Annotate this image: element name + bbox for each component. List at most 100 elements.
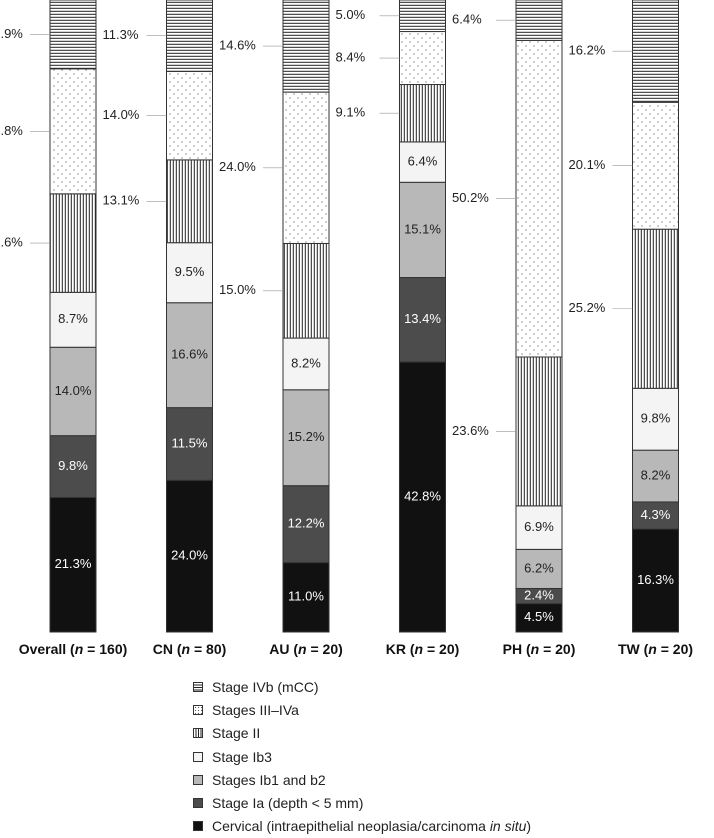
value-label-tw-ii: 25.2% xyxy=(569,300,606,315)
bar-segment-kr-ii xyxy=(399,84,446,143)
legend-swatch-ia xyxy=(193,798,203,809)
value-label-kr-iii: 8.4% xyxy=(336,49,366,64)
legend-swatch-ivb xyxy=(193,681,203,692)
value-label-overall-cis: 21.3% xyxy=(55,556,92,571)
legend-item-ib12: Stages Ib1 and b2 xyxy=(193,768,531,791)
legend-item-ia: Stage Ia (depth < 5 mm) xyxy=(193,791,531,814)
bar-segment-cn-ib12 xyxy=(166,302,213,409)
value-label-cn-ia: 11.5% xyxy=(172,435,208,450)
bar-segment-cn-ib3 xyxy=(166,242,213,304)
legend-label-ii: Stage II xyxy=(212,725,261,742)
category-label-ph: PH (n = 20) xyxy=(503,641,576,657)
bar-segment-tw-cis xyxy=(632,528,679,633)
legend-label-ib3: Stage Ib3 xyxy=(212,748,272,765)
stacked-bar-chart: 21.3% 9.8% 14.0% 8.7% 15.6% 19.8% 10.9% 24.0% 11… xyxy=(0,0,693,657)
value-label-cn-iii: 14.0% xyxy=(103,107,140,122)
value-label-tw-ib3: 9.8% xyxy=(641,411,671,426)
bar-segment-overall-cis xyxy=(49,497,97,633)
bar-segment-au-ib3 xyxy=(282,337,330,391)
value-label-tw-ib12: 8.2% xyxy=(641,467,671,482)
value-label-kr-ivb: 5.0% xyxy=(336,7,366,22)
legend-item-cis: Cervical (intraepithelial neoplasia/carc… xyxy=(193,815,531,838)
bar-segment-ph-ii xyxy=(515,356,563,507)
value-label-ph-ib12: 6.2% xyxy=(524,560,554,575)
value-label-cn-cis: 24.0% xyxy=(171,548,208,563)
bar-segment-tw-ivb xyxy=(632,0,679,103)
value-label-cn-ivb: 11.3% xyxy=(103,27,139,42)
value-label-kr-ia: 13.4% xyxy=(404,311,441,326)
legend-label-cis: Cervical (intraepithelial neoplasia/carc… xyxy=(212,818,532,835)
bar-segment-ph-ib3 xyxy=(515,505,563,550)
bar-segment-tw-iii xyxy=(632,101,679,230)
legend-label-ib12: Stages Ib1 and b2 xyxy=(212,771,326,788)
value-label-overall-ivb: 10.9% xyxy=(0,26,23,41)
legend-label-ivb: Stage IVb (mCC) xyxy=(212,678,319,695)
category-label-au: AU (n = 20) xyxy=(269,641,343,657)
legend: Stage IVb (mCC) Stages III–IVa Stage II Sta… xyxy=(193,675,531,838)
value-label-ph-ib3: 6.9% xyxy=(524,519,554,534)
value-label-kr-ii: 9.1% xyxy=(336,105,366,120)
bar-segment-kr-iii xyxy=(399,31,446,86)
legend-item-iii: Stages III–IVa xyxy=(193,698,531,721)
bar-segment-au-ivb xyxy=(282,0,330,93)
bar-segment-cn-iii xyxy=(166,70,213,161)
value-label-au-ib3: 8.2% xyxy=(291,355,321,370)
value-label-au-ivb: 14.6% xyxy=(219,37,256,52)
bar-segment-cn-ia xyxy=(166,407,213,481)
bar-segment-tw-ii xyxy=(632,228,679,389)
value-label-cn-ib3: 9.5% xyxy=(175,264,205,279)
category-label-overall: Overall (n = 160) xyxy=(19,641,128,657)
bar-segment-cn-cis xyxy=(166,479,213,633)
bar-segment-overall-ia xyxy=(49,435,97,499)
value-label-au-ib12: 15.2% xyxy=(288,429,325,444)
value-label-ph-ivb: 6.4% xyxy=(452,12,482,27)
category-label-tw: TW (n = 20) xyxy=(618,641,693,657)
legend-swatch-iii xyxy=(193,704,203,715)
legend-item-ivb: Stage IVb (mCC) xyxy=(193,675,531,698)
value-label-overall-ib3: 8.7% xyxy=(58,311,88,326)
bar-segment-kr-ivb xyxy=(399,0,446,33)
value-label-overall-ia: 9.8% xyxy=(58,458,88,473)
value-label-cn-ib12: 16.6% xyxy=(171,347,208,362)
bar-segment-cn-ii xyxy=(166,159,213,244)
bar-segment-au-cis xyxy=(282,562,330,633)
bar-segment-au-iii xyxy=(282,91,330,244)
value-label-kr-ib12: 15.1% xyxy=(404,221,441,236)
legend-label-ia: Stage Ia (depth < 5 mm) xyxy=(212,795,364,812)
value-label-ph-ia: 2.4% xyxy=(524,587,554,602)
x-axis: Overall (n = 160) CN (n = 80) AU (n = 20) K… xyxy=(19,641,693,657)
value-label-cn-ii: 13.1% xyxy=(103,193,140,208)
value-label-tw-cis: 16.3% xyxy=(637,572,674,587)
value-label-au-cis: 11.0% xyxy=(288,589,324,604)
bar-segment-overall-iii xyxy=(49,68,97,195)
value-label-au-ii: 15.0% xyxy=(219,282,256,297)
bar-segment-ph-iii xyxy=(515,39,563,358)
bar-segment-kr-ib12 xyxy=(399,181,446,279)
value-label-au-ia: 12.2% xyxy=(288,516,325,531)
value-label-overall-ib12: 14.0% xyxy=(55,383,92,398)
value-label-tw-iii: 20.1% xyxy=(569,157,606,172)
value-label-ph-ii: 23.6% xyxy=(452,423,489,438)
bar-segment-tw-ib12 xyxy=(632,449,679,503)
value-label-tw-ia: 4.3% xyxy=(641,507,671,522)
bar-segment-overall-ib3 xyxy=(49,291,97,348)
bar-segment-ph-cis xyxy=(515,603,563,633)
bar-segment-cn-ivb xyxy=(166,0,213,72)
value-label-overall-iii: 19.8% xyxy=(0,123,23,138)
bar-segment-overall-ivb xyxy=(49,0,97,70)
category-label-kr: KR (n = 20) xyxy=(386,641,460,657)
value-label-ph-iii: 50.2% xyxy=(452,190,489,205)
bar-segment-kr-cis xyxy=(399,361,446,633)
bars-group xyxy=(49,0,679,633)
value-label-overall-ii: 15.6% xyxy=(0,235,23,250)
legend-item-ib3: Stage Ib3 xyxy=(193,745,531,768)
legend-item-ii: Stage II xyxy=(193,722,531,745)
bar-segment-ph-ivb xyxy=(515,0,563,41)
legend-swatch-ib3 xyxy=(193,751,203,762)
value-label-kr-cis: 42.8% xyxy=(404,488,441,503)
value-label-kr-ib3: 6.4% xyxy=(408,154,438,169)
bar-segment-au-ia xyxy=(282,485,330,564)
bar-segment-ph-ib12 xyxy=(515,548,563,589)
value-label-au-iii: 24.0% xyxy=(219,159,256,174)
value-label-ph-cis: 4.5% xyxy=(524,609,554,624)
